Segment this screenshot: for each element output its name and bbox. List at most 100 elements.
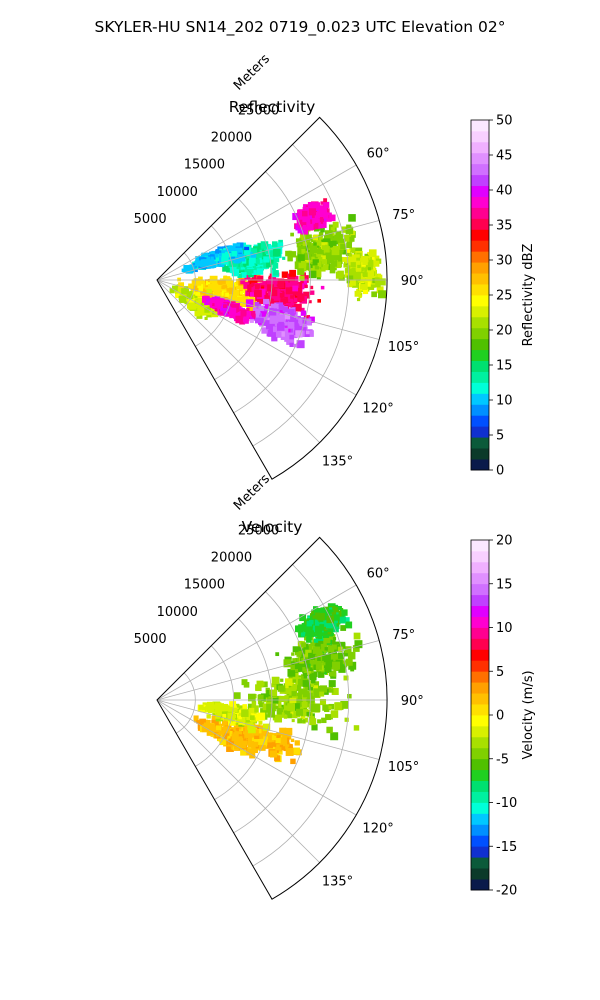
grid-spoke: [156, 699, 320, 863]
echo-gate: [284, 727, 293, 736]
echo-gate: [271, 742, 277, 747]
echo-gate: [207, 279, 212, 283]
panel-title: Reflectivity: [229, 98, 316, 116]
echo-gate: [334, 261, 342, 269]
colorbar-swatch: [471, 349, 489, 362]
grid-spoke: [156, 279, 380, 340]
echo-gate: [284, 314, 291, 320]
colorbar-swatch: [471, 561, 489, 574]
echo-gate: [351, 248, 357, 254]
echo-gate: [262, 723, 271, 731]
echo-gate: [285, 684, 289, 689]
echo-gate: [219, 252, 223, 257]
echo-gate: [237, 247, 243, 253]
echo-gate: [211, 303, 215, 307]
echo-gate: [320, 220, 324, 224]
echo-gate: [231, 250, 237, 257]
echo-gate: [245, 299, 254, 307]
echo-gate: [300, 708, 309, 717]
echo-gate: [304, 658, 310, 665]
colorbar-swatch: [471, 240, 489, 252]
echo-gate: [349, 279, 356, 286]
azimuth-tick-label: 120°: [362, 822, 393, 837]
colorbar-tick-label: 20: [496, 534, 513, 549]
echo-gate: [237, 739, 243, 745]
echo-gate: [296, 651, 302, 657]
echo-gate: [206, 298, 211, 303]
colorbar-swatch: [471, 141, 489, 154]
echo-gate: [325, 621, 333, 629]
echo-gate: [226, 288, 233, 295]
colorbar-swatch: [471, 660, 489, 672]
echo-gate: [350, 262, 356, 268]
echo-gate: [233, 289, 240, 296]
echo-gate: [279, 325, 284, 329]
echo-gate: [378, 278, 386, 286]
echo-gate: [326, 659, 334, 666]
echo-gate: [273, 303, 279, 310]
echo-gate: [371, 291, 377, 298]
echo-gate: [249, 318, 254, 323]
echo-gate: [344, 717, 349, 722]
echo-gate: [306, 637, 312, 643]
echo-gate: [351, 254, 360, 263]
echo-gate: [285, 687, 293, 695]
grid-spoke: [156, 220, 380, 281]
echo-gate: [277, 281, 285, 289]
echo-gate: [367, 267, 372, 271]
echo-gate: [279, 308, 285, 314]
echo-gate: [353, 632, 361, 640]
echo-gate: [332, 637, 337, 641]
echo-gate: [290, 663, 298, 671]
echo-gate: [201, 259, 209, 267]
echo-gate: [236, 716, 243, 723]
echo-gate: [297, 293, 305, 302]
echo-gate: [317, 634, 323, 640]
echo-gate: [297, 646, 302, 651]
echo-gate: [205, 280, 211, 286]
colorbar-swatch: [471, 251, 489, 263]
grid-ring: [214, 618, 273, 800]
echo-gate: [340, 625, 347, 631]
echo-gate: [284, 733, 292, 740]
echo-gate: [330, 710, 339, 718]
echo-gate: [272, 697, 279, 704]
echo-gate: [331, 687, 339, 695]
echo-gate: [214, 298, 223, 306]
echo-gate: [296, 698, 300, 703]
echo-gate: [216, 710, 222, 716]
azimuth-tick-label: 105°: [388, 760, 419, 775]
azimuth-tick-label: 105°: [388, 340, 419, 355]
colorbar-swatch: [471, 879, 489, 891]
echo-gate: [319, 685, 328, 693]
echo-gate: [374, 255, 380, 261]
echo-gate: [264, 304, 270, 309]
echo-gate: [345, 226, 354, 235]
colorbar-swatch: [471, 262, 489, 274]
echo-gate: [307, 671, 311, 676]
echo-gate: [270, 697, 276, 702]
echo-gate: [295, 666, 301, 673]
echo-gate: [259, 288, 266, 295]
echo-field: [193, 603, 363, 765]
echo-gate: [287, 255, 293, 262]
echo-gate: [224, 722, 231, 729]
echo-gate: [270, 689, 278, 697]
echo-gate: [290, 661, 295, 666]
echo-gate: [254, 733, 260, 740]
colorbar-swatch: [471, 802, 489, 814]
echo-gate: [254, 284, 260, 290]
echo-gate: [239, 705, 243, 710]
echo-gate: [211, 715, 218, 723]
echo-gate: [355, 267, 362, 273]
echo-gate: [339, 616, 346, 624]
echo-gate: [330, 236, 334, 240]
echo-gate: [304, 318, 312, 326]
echo-gate: [365, 281, 371, 287]
echo-gate: [271, 683, 276, 688]
echo-gate: [272, 248, 281, 257]
echo-gate: [336, 248, 343, 255]
echo-gate: [310, 683, 314, 688]
colorbar-swatch: [471, 415, 489, 427]
echo-gate: [330, 227, 335, 232]
